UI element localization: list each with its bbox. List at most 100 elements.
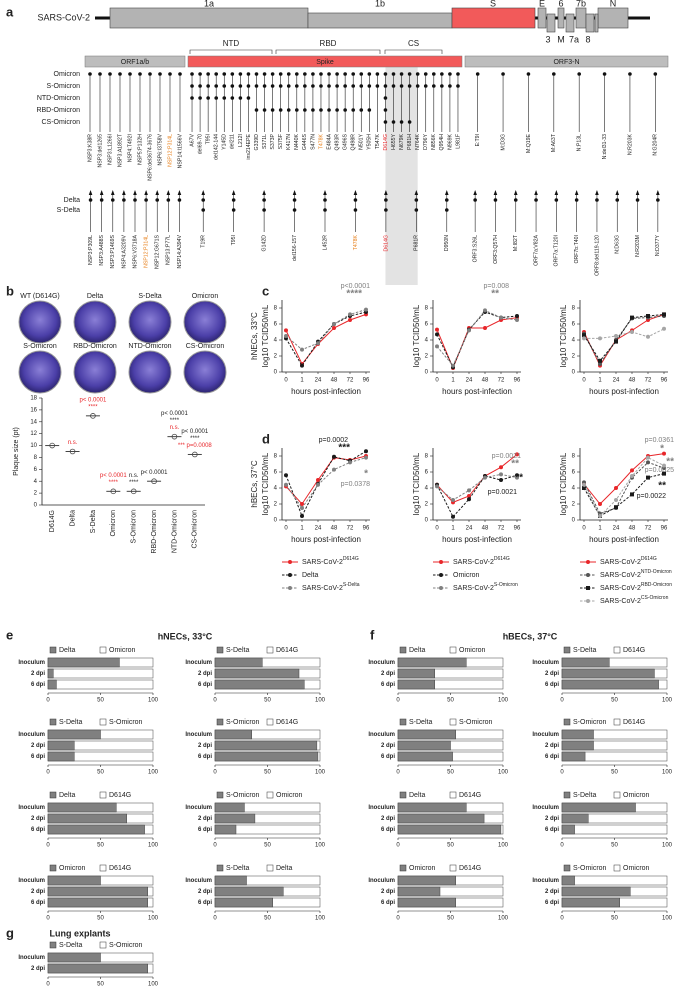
arrow-head <box>323 190 327 195</box>
category-label: Inoculum <box>18 955 45 961</box>
lollipop-dot <box>238 84 243 88</box>
mutation-label: E484A <box>326 133 332 149</box>
lollipop-dot <box>415 84 420 88</box>
x-tick-label: 50 <box>264 770 271 776</box>
arrow-head <box>177 190 182 195</box>
mutation-label: Q954H <box>439 134 445 151</box>
gene-box <box>307 12 453 29</box>
y-tick-label: 6 <box>425 322 429 328</box>
bar <box>397 740 451 751</box>
category-label: 6 dpi <box>31 900 45 906</box>
plaque-label: WT (D614G) <box>20 293 60 300</box>
mutation-label: del69-70 <box>197 134 203 154</box>
bar <box>47 802 117 813</box>
domain-bracket <box>275 49 381 54</box>
arrow-head <box>144 190 148 195</box>
mutation-label: NSP3:A1892T <box>117 133 123 167</box>
category-label: Inoculum <box>368 660 395 666</box>
category-label: 2 dpi <box>198 889 212 895</box>
significance-note: **** <box>190 436 200 442</box>
category-label: 2 dpi <box>198 743 212 749</box>
legend-swatch <box>613 646 621 654</box>
x-tick-label: 0 <box>435 526 439 532</box>
mutation-label: P681R <box>414 235 420 251</box>
x-tick-label: 100 <box>148 770 159 776</box>
lollipop-dot <box>343 84 347 88</box>
legend-marker <box>288 560 292 564</box>
legend-label: S-Omicron <box>226 719 260 726</box>
mutation-label: N440K <box>294 133 300 149</box>
lollipop-dot <box>327 84 331 88</box>
category-label: 2 dpi <box>31 889 45 895</box>
mutation-label: L981F <box>455 134 461 149</box>
lollipop-dot <box>110 198 115 202</box>
y-tick-label: 6 <box>425 470 429 476</box>
lollipop-dot <box>501 72 505 76</box>
lollipop-dot <box>473 198 477 202</box>
data-point <box>300 347 304 352</box>
mutation-label: ins214EPE <box>246 133 252 159</box>
x-tick-label: 0 <box>284 378 288 384</box>
arrow-head <box>554 190 559 195</box>
y-tick-label: 6 <box>572 322 576 328</box>
panel-label: d <box>262 431 270 446</box>
y-tick-label: 6 <box>572 470 576 476</box>
data-point <box>630 492 634 497</box>
arrow-head <box>166 190 171 195</box>
lollipop-dot <box>399 120 404 124</box>
row-label: hNECs, 33°C <box>250 312 259 360</box>
x-tick-label: 0 <box>284 526 288 532</box>
legend-swatch <box>49 718 57 726</box>
category-label: 2 dpi <box>31 816 45 822</box>
x-tick-label: 0 <box>213 843 217 849</box>
annotation: p=0.008 <box>484 283 510 290</box>
lollipop-dot <box>303 84 307 88</box>
data-point <box>582 486 586 490</box>
mutation-label: Y505H <box>367 134 373 150</box>
legend-superscript: S-Omicron <box>494 582 518 588</box>
mutation-label: NSP6:I3758V <box>157 133 163 165</box>
y-tick-label: 2 <box>425 354 429 360</box>
x-tick-label: 48 <box>331 526 338 532</box>
legend-swatch <box>399 718 407 726</box>
mutation-label: NSP3:A488S <box>99 234 105 265</box>
bar <box>47 751 75 762</box>
lollipop-dot <box>286 108 291 112</box>
annotation: ** <box>511 459 519 470</box>
arrow-head <box>353 190 358 195</box>
data-point <box>630 468 634 473</box>
genome-name: SARS-CoV-2 <box>37 12 90 22</box>
lollipop-dot <box>431 84 436 88</box>
x-tick-label: 50 <box>97 916 104 922</box>
bar <box>561 886 631 897</box>
plaque-image <box>18 350 62 394</box>
x-axis-label: hours post-infection <box>442 387 512 396</box>
plaque-image <box>73 300 117 344</box>
arrow-head <box>444 190 449 195</box>
lollipop-dot <box>335 84 339 88</box>
x-tick-label: 48 <box>482 526 489 532</box>
legend-name: SARS-CoV-2 <box>453 559 494 566</box>
bar <box>47 963 148 974</box>
bar-frame <box>47 679 154 690</box>
arrow-head <box>262 190 266 195</box>
legend-swatch <box>613 718 621 726</box>
gene-box <box>575 7 587 29</box>
mutation-label: NSP5:P132H <box>137 134 143 165</box>
lollipop-dot <box>615 198 620 202</box>
bar <box>397 897 456 908</box>
lollipop-dot <box>222 72 227 76</box>
legend-label: SARS-CoV-2NTD-Omicron <box>600 569 672 579</box>
arrow-head <box>656 190 660 195</box>
data-point <box>598 502 602 506</box>
annotation: p=0.0021 <box>488 489 517 496</box>
data-point <box>316 482 320 487</box>
gene-label: 7a <box>569 34 579 44</box>
y-tick-label: 16 <box>30 407 37 413</box>
data-point <box>332 454 336 459</box>
x-tick-label: 1 <box>451 526 455 532</box>
lollipop-dot <box>383 120 388 124</box>
plaque-label: Delta <box>87 293 103 300</box>
x-tick-label: 100 <box>498 770 509 776</box>
lollipop-dot <box>270 84 275 88</box>
